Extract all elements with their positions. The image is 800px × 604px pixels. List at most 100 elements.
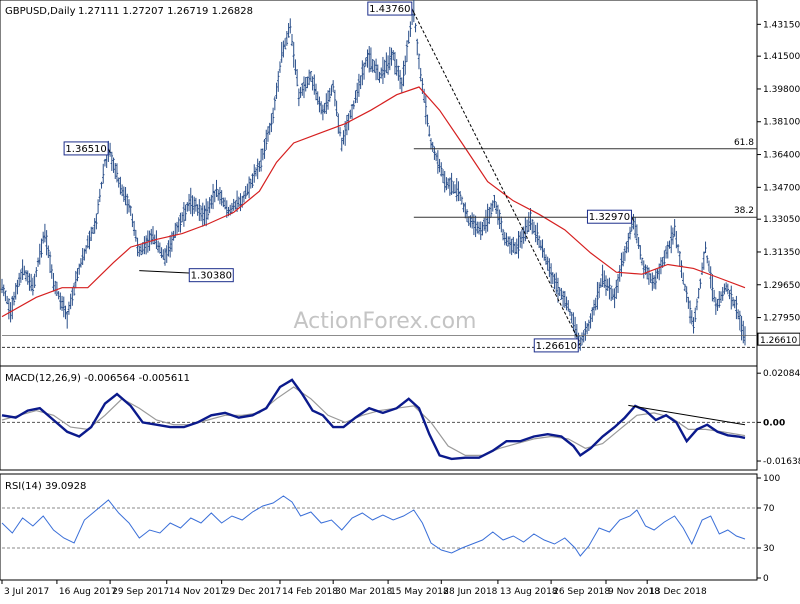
price-bar [635,224,639,244]
price-bar [721,287,724,301]
price-bar [349,109,352,119]
price-bar [108,142,112,157]
x-tick-label: 9 Nov 2018 [608,587,660,597]
price-bar [517,230,520,259]
price-bar [615,279,618,300]
price-bar [314,83,318,101]
price-bar [505,232,508,246]
price-bar [572,312,575,332]
price-bar [11,295,14,320]
price-bar [558,287,561,297]
annotation-box [188,268,234,283]
price-y-tick-label: 1.27950 [763,314,800,324]
price-bar [318,96,321,113]
price-bar [74,270,77,289]
price-bar [563,290,567,308]
price-bar [333,89,337,107]
price-y-tick-label: 1.36400 [763,151,800,161]
x-tick-label: 28 Jun 2018 [443,587,497,597]
price-bar [683,283,687,292]
price-bar [328,87,331,102]
price-bar [93,218,96,234]
price-bar [670,225,673,254]
macd-y-tick-label: -0.016389 [763,457,800,467]
price-bar [428,125,431,137]
price-bar [507,236,510,247]
price-bar [398,69,402,90]
price-bar [187,193,191,212]
price-bar [5,295,9,305]
price-bar [218,186,222,205]
price-bar [491,200,494,212]
price-bar [175,221,179,234]
price-bar [162,249,165,260]
price-bar [306,76,309,89]
macd-panel-frame [0,365,758,471]
price-bar [706,255,709,264]
price-bar [378,71,381,83]
price-bar [527,212,530,232]
price-bar [110,151,114,171]
price-bar [242,191,246,203]
price-bar [388,46,392,71]
price-bar [553,273,556,290]
price-bar [369,47,373,72]
price-bar [476,221,479,234]
price-bar [500,216,503,233]
price-bar [132,220,136,236]
price-bar [623,245,627,262]
price-bar [115,163,119,183]
price-bar [695,298,699,311]
annotation-label: 1.32970 [589,212,630,223]
price-bar [633,217,637,239]
price-bar [268,122,271,135]
price-bar [186,202,189,212]
price-bar [168,235,172,258]
x-tick-label: 26 Sep 2018 [553,587,610,597]
price-bar [150,228,153,245]
price-bar [560,287,563,300]
price-bar [397,65,400,81]
price-bar [78,263,81,275]
price-bar [446,178,450,189]
price-bar [385,52,388,74]
price-bar [354,90,357,104]
price-bar [342,130,345,145]
price-bar [29,273,33,292]
price-bar [601,264,604,288]
price-bar [460,196,464,205]
rsi-y-tick-label: 0 [763,574,769,584]
price-bar [277,71,280,92]
price-bar [12,291,16,306]
price-bar [700,262,704,275]
price-bar [129,205,132,216]
price-bar [716,298,719,311]
price-bar [671,227,675,245]
price-bar [412,0,416,23]
price-bar [440,162,443,177]
price-bar [458,190,462,202]
price-bar [270,113,273,133]
price-annotation: 1.30380 [139,268,234,283]
price-bar [371,59,374,73]
price-bar [215,179,218,198]
price-bar [160,247,163,259]
price-bar [71,287,74,306]
price-bar [651,272,654,291]
price-bar [136,237,139,257]
price-bar [407,30,410,44]
price-bar [718,291,721,308]
price-bar [608,277,611,300]
price-bar [481,221,484,236]
price-bar [134,229,138,242]
price-bar [304,76,307,92]
price-bar [40,238,43,258]
price-bar [400,77,404,93]
price-bar [249,178,253,189]
price-bar [253,164,256,183]
price-bar [199,205,203,222]
price-bar [364,57,367,67]
price-bar [676,244,680,254]
price-bar [656,269,659,279]
